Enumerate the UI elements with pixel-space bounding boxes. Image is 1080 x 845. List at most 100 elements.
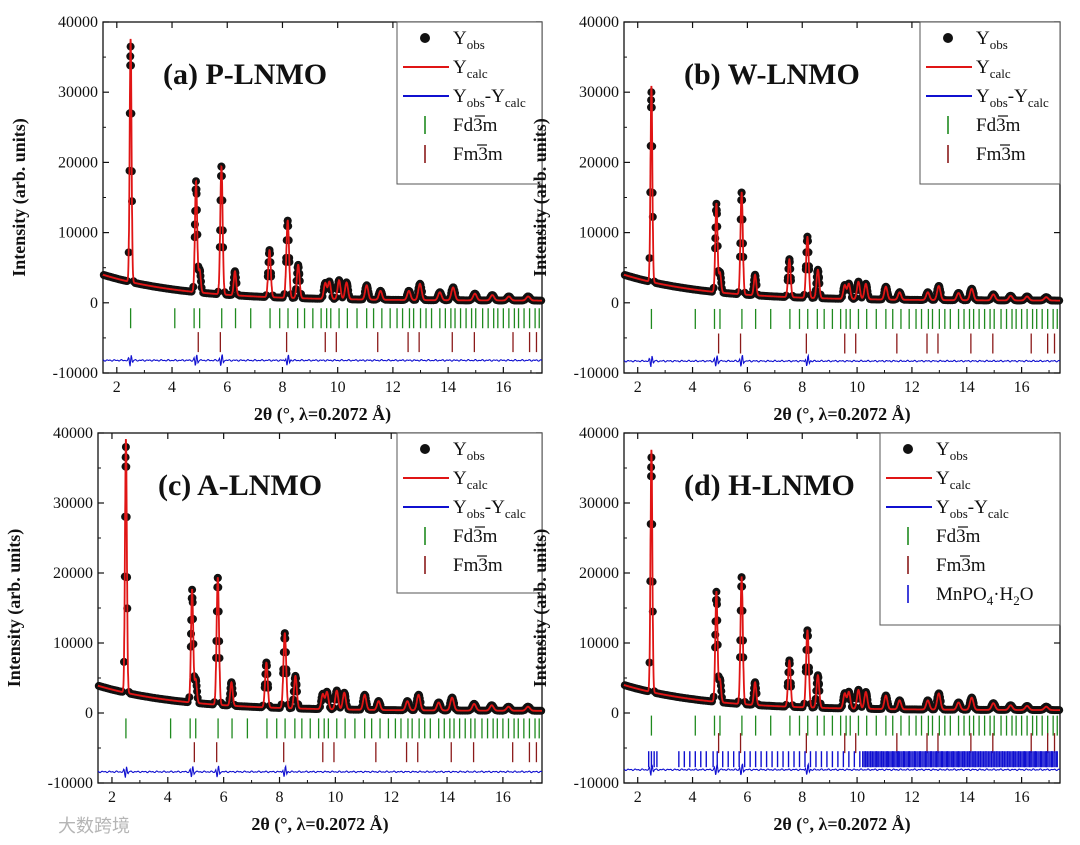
y-tick-label: 40000 — [58, 14, 98, 31]
legend-subscript: obs — [950, 448, 968, 463]
x-tick-label: 2 — [108, 789, 116, 806]
x-tick-label: 10 — [849, 379, 865, 396]
difference-curve — [102, 354, 543, 367]
legend-label: Yobs — [453, 439, 485, 463]
legend-subscript: obs — [467, 37, 485, 52]
legend-label: Yobs-Ycalc — [936, 497, 1009, 521]
legend-subscript: obs — [990, 37, 1008, 52]
legend-text: ·H — [993, 584, 1013, 605]
y-tick-label: -10000 — [48, 775, 93, 792]
x-tick-label: 10 — [849, 789, 865, 806]
reflection-row-fd3m — [129, 308, 540, 329]
y-tick-label: 40000 — [579, 14, 619, 31]
legend-text: Fd3m — [453, 526, 498, 547]
legend-text: Y — [976, 86, 990, 107]
legend-label: Yobs-Ycalc — [976, 86, 1049, 110]
panel-w-lnmo: 2 4 6 8 10 12 14 16 -10000 0 10000 20000 30000 40000 2… — [530, 14, 1064, 425]
calculated-curve — [623, 449, 1060, 711]
legend-label: Ycalc — [936, 468, 971, 492]
legend-text: Y — [453, 57, 467, 78]
x-tick-label: 12 — [383, 789, 399, 806]
legend-label: Yobs-Ycalc — [453, 497, 526, 521]
x-tick-label: 16 — [495, 379, 511, 396]
y-tick-label: 40000 — [53, 425, 93, 442]
x-tick-label: 2 — [113, 379, 121, 396]
x-tick-label: 4 — [689, 379, 697, 396]
legend-text: Y — [936, 468, 950, 489]
legend-text: Fm3m — [976, 144, 1026, 165]
legend-box — [396, 432, 543, 594]
legend-subscript: 4 — [987, 593, 994, 608]
legend-label: Fm3m — [936, 555, 986, 576]
legend-key-marker — [420, 444, 430, 454]
watermark: 大数跨境 — [58, 816, 130, 837]
y-tick-label: 40000 — [579, 425, 619, 442]
legend-subscript: obs — [950, 506, 968, 521]
legend-label: Yobs — [453, 28, 485, 52]
x-tick-label: 4 — [689, 789, 697, 806]
difference-curve — [97, 764, 543, 778]
legend-subscript: obs — [467, 506, 485, 521]
reflection-row-fd3m — [650, 308, 1058, 329]
legend-text: Fd3m — [936, 526, 981, 547]
x-tick-label: 2 — [634, 789, 642, 806]
x-axis-label: 2θ (°, λ=0.2072 Å) — [773, 814, 910, 835]
x-tick-label: 8 — [276, 789, 284, 806]
x-tick-label: 2 — [634, 379, 642, 396]
reflection-row-fd3m — [125, 718, 540, 739]
legend-text: -Y — [485, 86, 505, 107]
legend-subscript: calc — [505, 95, 526, 110]
legend-label: Ycalc — [453, 468, 488, 492]
y-tick-label: 30000 — [579, 84, 619, 101]
legend-label: Fd3m — [453, 526, 498, 547]
y-tick-label: 20000 — [58, 154, 98, 171]
x-tick-label: 4 — [164, 789, 172, 806]
calculated-curve — [102, 38, 542, 302]
legend-text: MnPO — [936, 584, 987, 605]
panel-title: (d) H-LNMO — [684, 469, 855, 502]
legend-text: Y — [453, 86, 467, 107]
x-tick-label: 16 — [1014, 379, 1030, 396]
legend-text: Y — [936, 439, 950, 460]
legend-label: Ycalc — [453, 57, 488, 81]
legend-label: Yobs — [936, 439, 968, 463]
reflection-row-fd3m — [650, 715, 1058, 736]
x-tick-label: 8 — [798, 789, 806, 806]
reflection-row-mnpo4h2o — [647, 751, 1058, 768]
difference-curve — [623, 353, 1061, 368]
x-axis-label: 2θ (°, λ=0.2072 Å) — [254, 404, 391, 425]
legend-box — [919, 21, 1061, 185]
legend-subscript: calc — [505, 506, 526, 521]
legend-key-marker — [943, 33, 953, 43]
reflection-row-fm3m — [717, 733, 1056, 754]
reflection-row-fm3m — [197, 332, 538, 353]
legend-text: Y — [453, 468, 467, 489]
y-axis-label: Intensity (arb. units) — [530, 529, 551, 688]
y-tick-label: 0 — [611, 295, 619, 312]
legend-label: Yobs — [976, 28, 1008, 52]
y-tick-label: 0 — [611, 705, 619, 722]
y-tick-label: 30000 — [58, 84, 98, 101]
legend-key-marker — [420, 33, 430, 43]
y-tick-label: 30000 — [53, 495, 93, 512]
x-tick-label: 12 — [385, 379, 401, 396]
x-axis-label: 2θ (°, λ=0.2072 Å) — [773, 404, 910, 425]
legend-label: Fd3m — [936, 526, 981, 547]
legend-text: Fm3m — [453, 144, 503, 165]
difference-curve — [623, 762, 1061, 776]
y-tick-label: 0 — [85, 705, 93, 722]
legend-label: Fd3m — [976, 115, 1021, 136]
legend-subscript: calc — [990, 66, 1011, 81]
panel-h-lnmo: 2 4 6 8 10 12 14 16 -10000 0 10000 20000 30000 40000 2… — [530, 425, 1064, 835]
panel-title: (b) W-LNMO — [684, 58, 860, 91]
legend-subscript: calc — [1028, 95, 1049, 110]
x-axis-label: 2θ (°, λ=0.2072 Å) — [251, 814, 388, 835]
legend-label: MnPO4·H2O — [936, 584, 1033, 608]
legend-text: -Y — [1008, 86, 1028, 107]
x-tick-label: 8 — [278, 379, 286, 396]
y-tick-label: 0 — [90, 295, 98, 312]
y-tick-label: 10000 — [53, 635, 93, 652]
legend-label: Fm3m — [453, 144, 503, 165]
